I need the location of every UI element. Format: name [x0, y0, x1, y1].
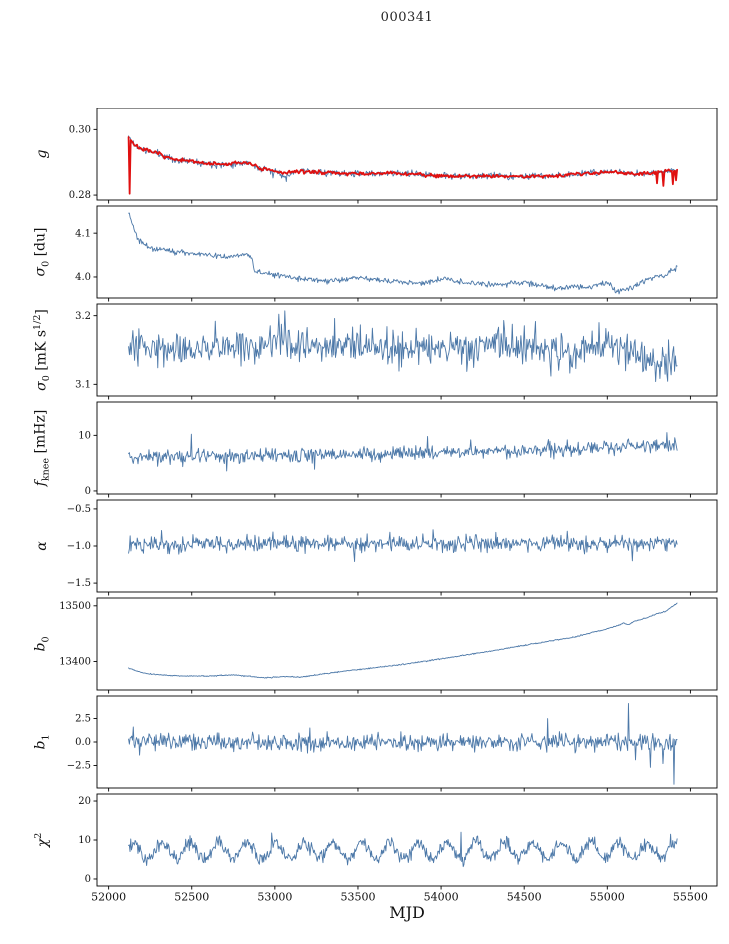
y-axis-label-fknee: fknee [mHz]	[32, 409, 52, 487]
y-axis-label-b1: b1	[32, 734, 52, 750]
y-axis-label-g: g	[34, 149, 50, 159]
y-axis-label-b0: b0	[32, 636, 52, 652]
y-axis-label-chi2: χ2	[33, 832, 51, 848]
figure-title: 000341	[380, 10, 434, 25]
y-axis-label-alpha: α	[34, 541, 50, 551]
chart-canvas	[0, 108, 729, 906]
x-axis-label: MJD	[389, 903, 425, 922]
y-axis-label-sigma0-mk: σ0 [mK s1/2]	[31, 309, 53, 391]
y-axis-label-sigma0-du: σ0 [du]	[32, 227, 52, 277]
